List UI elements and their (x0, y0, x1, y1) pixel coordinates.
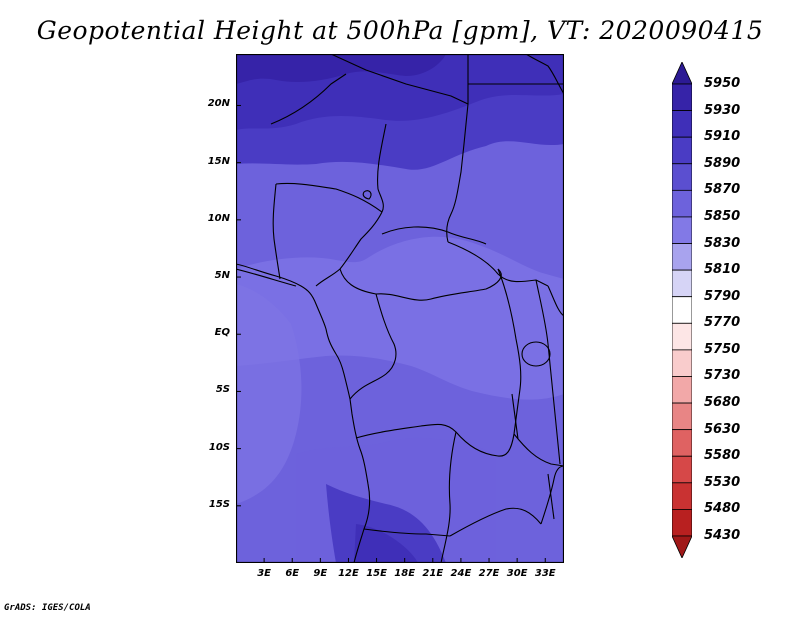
colorbar-label-5790: 5790 (704, 288, 741, 304)
colorbar-label-5630: 5630 (704, 421, 741, 437)
border-nigeria-cameroon (315, 211, 383, 287)
colorbar-label-5870: 5870 (704, 182, 741, 198)
coastline-west-africa (236, 263, 371, 563)
colorbar-box (672, 83, 692, 111)
lakes (362, 190, 555, 520)
colorbar-label-5580: 5580 (704, 448, 741, 464)
border-mozambique (540, 465, 564, 525)
border-drc-east (497, 268, 522, 435)
border-congo-drc (349, 293, 397, 400)
coastline-gulf (236, 268, 297, 287)
colorbar (672, 62, 692, 558)
lake-tanganyika (511, 393, 519, 440)
colorbar-label-5930: 5930 (704, 102, 741, 118)
border-angola-zambia (440, 431, 457, 563)
footer-credit: GrADS: IGES/COLA (4, 603, 91, 613)
colorbar-bottom-arrow (672, 535, 692, 558)
border-sudan-south (447, 241, 549, 287)
colorbar-label-5770: 5770 (704, 315, 741, 331)
colorbar-label-5480: 5480 (704, 501, 741, 517)
lon-label-15e: 15E (366, 568, 387, 579)
border-chad-sudan (446, 103, 469, 243)
lon-label-18e: 18E (394, 568, 416, 579)
colorbar-label-5890: 5890 (704, 155, 741, 171)
map-panel (236, 54, 564, 563)
border-nigeria-benin (272, 183, 281, 280)
border-mali-niger (270, 73, 347, 125)
colorbar-box (672, 243, 692, 271)
field-band-5850-central (236, 236, 564, 400)
colorbar-box (672, 429, 692, 457)
colorbar-label-5750: 5750 (704, 341, 741, 357)
colorbar-box (672, 136, 692, 165)
colorbar-box (672, 509, 692, 537)
border-kenya-ethiopia (547, 285, 564, 317)
colorbar-label-5950: 5950 (704, 76, 741, 91)
lake-chad (362, 190, 372, 200)
field-band-5850-west (236, 284, 302, 504)
map-frame (236, 54, 564, 563)
lat-label-eq: EQ (214, 327, 230, 339)
colorbar-box (672, 216, 692, 244)
colorbar-box (672, 296, 692, 324)
colorbar-box (672, 322, 692, 351)
colorbar-label-5810: 5810 (704, 262, 741, 278)
colorbar-box (672, 376, 692, 404)
lon-label-27e: 27E (478, 568, 500, 579)
colorbar-box (672, 402, 692, 431)
coastline-east (525, 54, 564, 95)
colorbar-box (672, 189, 692, 218)
lon-label-33e: 33E (534, 568, 556, 579)
lat-label-10n: 10N (207, 212, 230, 224)
lat-label-20n: 20N (207, 98, 230, 110)
border-drc-south (355, 423, 515, 457)
lat-label-5n: 5N (214, 270, 230, 282)
colorbar-box (672, 110, 692, 138)
border-east-africa (535, 279, 561, 465)
colorbar-top-arrow (672, 62, 692, 85)
lake-victoria (521, 341, 551, 367)
lon-label-24e: 24E (450, 568, 472, 579)
lon-label-21e: 21E (422, 568, 444, 579)
lon-label-30e: 30E (506, 568, 528, 579)
colorbar-box (672, 163, 692, 191)
border-cameroon-south (339, 268, 377, 295)
border-angola-namibia (363, 528, 451, 537)
map-title: Geopotential Height at 500hPa [gpm], VT:… (36, 16, 764, 45)
colorbar-label-5850: 5850 (704, 208, 741, 224)
lon-label-3e: 3E (257, 568, 271, 579)
lon-label-6e: 6E (285, 568, 300, 579)
colorbar-label-5680: 5680 (704, 395, 741, 411)
colorbar-label-5830: 5830 (704, 235, 741, 251)
border-car-north (381, 226, 487, 245)
border-zambia-south (449, 507, 542, 537)
border-algeria-libya (330, 54, 469, 105)
lat-label-5s: 5S (215, 384, 230, 396)
colorbar-box (672, 482, 692, 510)
border-niger-chad (377, 123, 387, 213)
lat-label-15n: 15N (207, 155, 230, 167)
border-nigeria-north (275, 182, 383, 213)
border-car-south (375, 268, 502, 301)
colorbar-label-5910: 5910 (704, 129, 741, 145)
lake-malawi (547, 473, 555, 520)
lat-label-10s: 10S (208, 441, 230, 453)
lon-label-9e: 9E (313, 568, 328, 579)
colorbar-label-5730: 5730 (704, 368, 741, 384)
colorbar-label-5530: 5530 (704, 474, 741, 490)
geopotential-map (236, 54, 564, 563)
field-band-5930-north (236, 54, 446, 84)
boundaries (236, 54, 564, 563)
lat-label-15s: 15S (208, 498, 230, 510)
lon-label-12e: 12E (338, 568, 359, 579)
field-band-5890-south (354, 524, 418, 563)
colorbar-label-5430: 5430 (704, 528, 741, 543)
colorbar-box (672, 455, 692, 484)
colorbar-box (672, 349, 692, 377)
colorbar-box (672, 269, 692, 298)
